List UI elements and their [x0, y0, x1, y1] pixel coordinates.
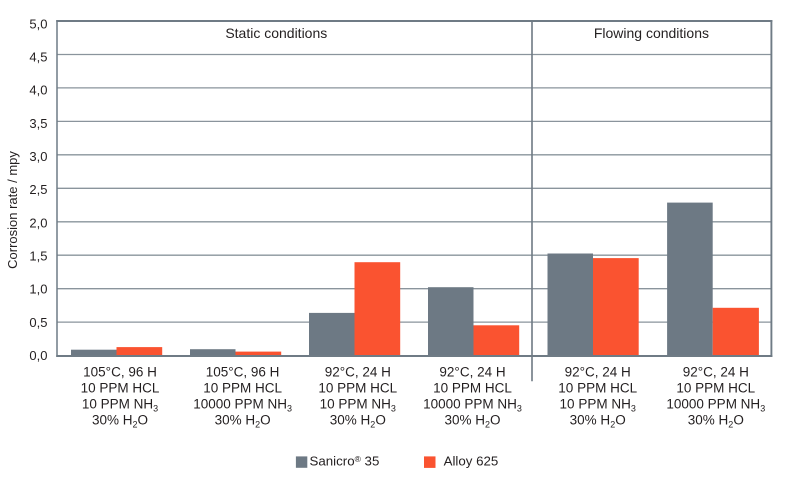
svg-text:10 PPM HCL: 10 PPM HCL	[676, 380, 755, 395]
svg-text:Sanicro® 35: Sanicro® 35	[310, 454, 380, 469]
svg-text:92°C, 24 H: 92°C, 24 H	[325, 364, 391, 379]
svg-text:30% H2O: 30% H2O	[444, 412, 500, 429]
svg-text:Static conditions: Static conditions	[225, 25, 327, 41]
svg-text:105°C, 96 H: 105°C, 96 H	[206, 364, 280, 379]
svg-text:92°C, 24 H: 92°C, 24 H	[683, 364, 749, 379]
svg-text:0,5: 0,5	[29, 315, 47, 330]
svg-text:92°C, 24 H: 92°C, 24 H	[565, 364, 631, 379]
svg-text:3,5: 3,5	[29, 116, 47, 131]
svg-text:30% H2O: 30% H2O	[330, 412, 386, 429]
svg-text:2,5: 2,5	[29, 182, 47, 197]
svg-text:4,0: 4,0	[29, 83, 47, 98]
svg-text:10 PPM HCL: 10 PPM HCL	[203, 380, 282, 395]
svg-text:Flowing conditions: Flowing conditions	[594, 25, 709, 41]
svg-text:10 PPM NH3: 10 PPM NH3	[560, 396, 636, 413]
svg-text:10 PPM HCL: 10 PPM HCL	[433, 380, 512, 395]
svg-text:0,0: 0,0	[29, 348, 47, 363]
svg-text:10000 PPM NH3: 10000 PPM NH3	[666, 396, 765, 413]
svg-text:92°C, 24 H: 92°C, 24 H	[439, 364, 505, 379]
svg-text:105°C, 96 H: 105°C, 96 H	[83, 364, 157, 379]
svg-text:3,0: 3,0	[29, 149, 47, 164]
svg-text:1,5: 1,5	[29, 249, 47, 264]
svg-text:10 PPM NH3: 10 PPM NH3	[320, 396, 396, 413]
svg-text:Alloy 625: Alloy 625	[444, 454, 499, 469]
svg-text:30% H2O: 30% H2O	[92, 412, 148, 429]
svg-text:2,0: 2,0	[29, 215, 47, 230]
svg-text:5,0: 5,0	[29, 16, 47, 31]
svg-text:10 PPM HCL: 10 PPM HCL	[558, 380, 637, 395]
svg-text:10 PPM HCL: 10 PPM HCL	[318, 380, 397, 395]
svg-text:Corrosion rate / mpy: Corrosion rate / mpy	[5, 151, 20, 269]
svg-text:30% H2O: 30% H2O	[570, 412, 626, 429]
svg-text:30% H2O: 30% H2O	[688, 412, 744, 429]
svg-text:10000 PPM NH3: 10000 PPM NH3	[423, 396, 522, 413]
svg-text:1,0: 1,0	[29, 282, 47, 297]
svg-text:30% H2O: 30% H2O	[215, 412, 271, 429]
svg-text:10 PPM NH3: 10 PPM NH3	[82, 396, 158, 413]
svg-text:4,5: 4,5	[29, 50, 47, 65]
svg-text:10 PPM HCL: 10 PPM HCL	[81, 380, 160, 395]
svg-text:10000 PPM NH3: 10000 PPM NH3	[193, 396, 292, 413]
